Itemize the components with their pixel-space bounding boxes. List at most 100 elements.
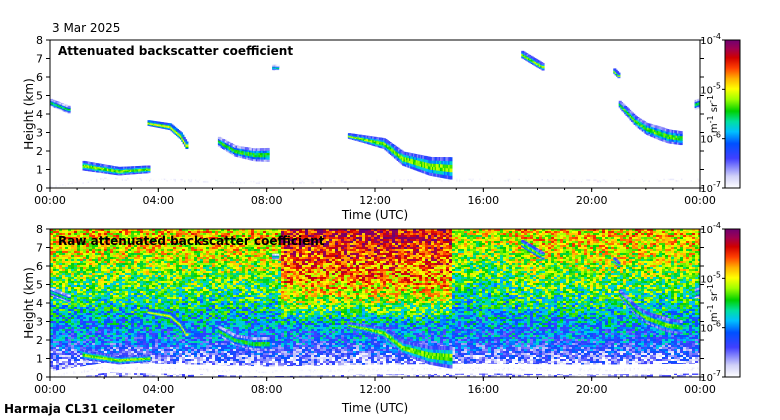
heat-cell [50,255,53,257]
heat-cell [59,325,62,327]
heat-cell [50,253,53,255]
layer-mark-cloud-04-05h [181,134,185,137]
y-tick-label: 1 [36,164,43,177]
heat-cell [59,263,62,265]
heat-cell [56,235,59,237]
heat-cell [59,321,62,323]
layer-mark-aloft-18h [541,65,545,68]
layer-mark-aloft-18h [541,62,545,65]
layer-mark-cloud-04-05h [185,143,189,146]
heat-cell [62,269,65,271]
layer-mark-cloud-12-15h [449,168,453,173]
heat-cell [62,291,65,293]
heat-cell [56,301,59,303]
heat-cell [59,261,62,263]
heat-cell [56,233,59,235]
heat-cell [56,329,59,331]
heat-cell [53,279,56,281]
heat-cell [50,263,53,265]
heat-cell [59,345,62,347]
heat-cell [59,233,62,235]
heat-cell [50,355,53,357]
heat-cell [59,313,62,315]
heat-cell [59,265,62,267]
heat-cell [59,229,62,231]
heat-cell [56,241,59,243]
heat-cell [50,277,53,279]
layer-mark-surface-aerosol [698,182,700,185]
layer-mark-surface-aerosol [53,189,56,191]
heat-cell [59,275,62,277]
heat-cell [50,333,53,335]
heat-cell [53,233,56,235]
heat-cell [53,357,56,359]
heat-cell [56,331,59,333]
heat-cell [53,367,56,369]
heat-cell [59,367,62,369]
layer-mark-surface-aerosol [698,177,700,180]
heat-cell [53,319,56,321]
layer-mark-cloud-06-07h [266,154,270,158]
layer-mark-cloud-02h [147,169,151,172]
heat-cell [50,307,53,309]
layer-mark-cloud-04-05h [182,137,186,140]
heat-cell [56,255,59,257]
heat-cell [50,247,53,249]
heat-cell [56,303,59,305]
heat-cell [50,303,53,305]
heat-cell [56,243,59,245]
heat-cell [59,277,62,279]
heat-cell [50,315,53,317]
y-tick-label: 5 [36,90,43,103]
heat-cell [50,243,53,245]
heat-cell [56,237,59,239]
heat-cell [56,309,59,311]
heat-cell [59,317,62,319]
heat-cell [59,235,62,237]
heat-cell [59,339,62,341]
heat-cell [53,239,56,241]
layer-mark-cloud-21-23h [622,104,626,107]
heat-cell [62,301,65,303]
layer-mark-cloud-24h [698,99,700,103]
x-tick-label: 04:00 [142,194,174,207]
heat-cell [50,349,53,351]
y-tick-label: 0 [36,182,43,195]
heat-cell [59,279,62,281]
layer-mark-surface-aerosol [54,189,57,191]
heat-cell [59,365,62,367]
layer-mark-cloud-21-23h [679,137,683,141]
heat-cell [50,285,53,287]
heat-cell [56,271,59,273]
heat-cell [62,347,65,349]
heat-cell [62,263,65,265]
heat-cell [62,345,65,347]
layer-mark-cloud-04-05h [184,139,188,142]
heat-cell [53,369,56,371]
layer-mark-cloud-24h [698,102,700,106]
layer-mark-cloud-04-05h [171,125,175,128]
heat-cell [56,359,59,361]
heat-cell [56,307,59,309]
heat-cell [56,265,59,267]
heat-cell [59,239,62,241]
heat-cell [56,299,59,301]
heat-cell [56,333,59,335]
layer-mark-cloud-04-05h [181,135,185,138]
heat-cell [53,273,56,275]
layer-mark-aloft-20h [617,72,621,75]
layer-mark-aloft-18h [541,68,545,71]
heat-cell [50,311,53,313]
heat-cell [50,323,53,325]
heat-cell [53,237,56,239]
heat-cell [59,329,62,331]
heat-cell [56,327,59,329]
layer-mark-cloud-24h [698,101,700,104]
heat-cell [59,363,62,365]
heat-cell [53,341,56,343]
heat-cell [56,365,59,367]
heat-cell [53,355,56,357]
layer-mark-cloud-00-01h [67,111,71,114]
layer-mark-aloft-07h [276,64,280,67]
heat-cell [62,285,65,287]
